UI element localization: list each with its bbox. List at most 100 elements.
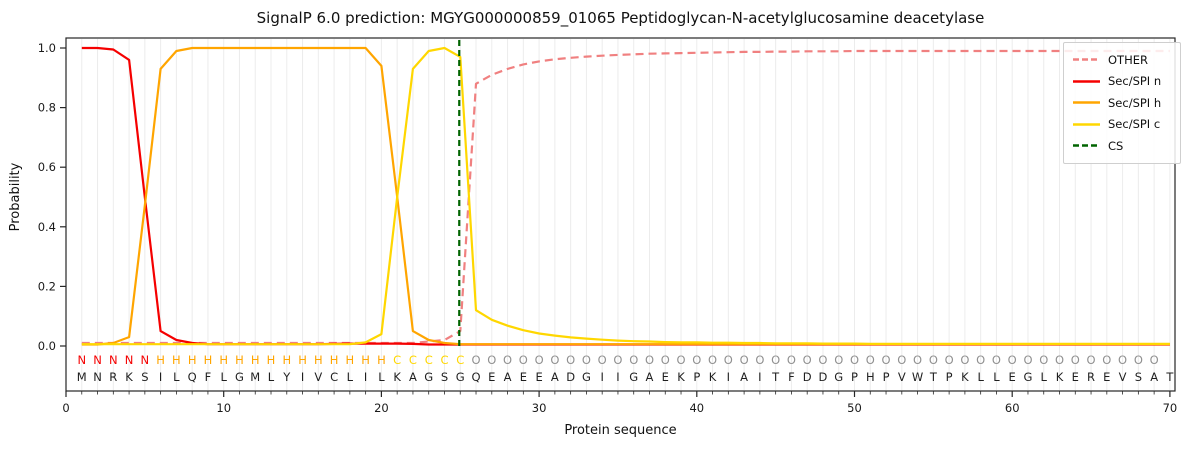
series-sec-spi-n xyxy=(81,46,1170,346)
sec-spi-c-line-icon xyxy=(1073,122,1100,126)
residue-letter: I xyxy=(727,370,730,384)
region-label: O xyxy=(1055,353,1064,367)
x-axis-label: Protein sequence xyxy=(564,423,677,438)
residue-letter: A xyxy=(551,370,559,384)
residue-letter: P xyxy=(883,370,890,384)
residue-letter: L xyxy=(1041,370,1048,384)
residue-letter: L xyxy=(173,370,180,384)
residue-letter: K xyxy=(125,370,133,384)
residue-letter: E xyxy=(1103,370,1110,384)
region-label: O xyxy=(803,353,812,367)
region-label: N xyxy=(109,353,118,367)
x-tick-label: 40 xyxy=(689,401,704,415)
residue-letter: K xyxy=(393,370,401,384)
region-label: C xyxy=(425,353,433,367)
residue-letter: Y xyxy=(282,370,291,384)
series-sec-spi-h xyxy=(81,46,1170,346)
region-label: O xyxy=(1087,353,1096,367)
region-label: C xyxy=(409,353,417,367)
residue-letter: I xyxy=(758,370,761,384)
residue-letter: V xyxy=(898,370,906,384)
region-label: O xyxy=(882,353,891,367)
residue-letter: I xyxy=(159,370,162,384)
y-tick-label: 0.6 xyxy=(38,160,56,174)
region-label: N xyxy=(141,353,150,367)
region-label: O xyxy=(613,353,622,367)
region-label: O xyxy=(629,353,638,367)
region-label: O xyxy=(692,353,701,367)
region-label: O xyxy=(503,353,512,367)
x-tick-label: 10 xyxy=(216,401,231,415)
x-tick-label: 0 xyxy=(62,401,69,415)
residue-letter: T xyxy=(1165,370,1174,384)
x-tick-label: 20 xyxy=(374,401,389,415)
region-label: O xyxy=(1118,353,1127,367)
residue-letter: D xyxy=(819,370,828,384)
series-other xyxy=(81,49,1170,345)
residue-letter: S xyxy=(1135,370,1142,384)
residue-letter: P xyxy=(946,370,953,384)
residue-letter: H xyxy=(866,370,875,384)
region-label: H xyxy=(377,353,386,367)
region-label: O xyxy=(818,353,827,367)
x-tick-label: 60 xyxy=(1005,401,1020,415)
region-label: O xyxy=(771,353,780,367)
legend-item-sec-spi-n: Sec/SPI n xyxy=(1073,71,1176,93)
residue-letter: E xyxy=(520,370,527,384)
residue-letter: G xyxy=(629,370,638,384)
region-label: O xyxy=(1023,353,1032,367)
residue-letter: G xyxy=(834,370,843,384)
region-label: O xyxy=(755,353,764,367)
y-axis-ticks: 0.0 0.2 0.4 0.6 0.8 1.0 xyxy=(38,41,66,353)
y-tick-label: 0.8 xyxy=(38,101,56,115)
residue-letter: G xyxy=(235,370,244,384)
region-label: O xyxy=(676,353,685,367)
residue-letter: K xyxy=(1056,370,1064,384)
region-label: O xyxy=(471,353,480,367)
region-label: H xyxy=(314,353,323,367)
residue-letter: G xyxy=(456,370,465,384)
residue-letter: S xyxy=(441,370,448,384)
region-label: O xyxy=(708,353,717,367)
axes-box xyxy=(65,37,1176,392)
residue-letter: E xyxy=(488,370,495,384)
residue-letter: I xyxy=(301,370,304,384)
chart-title: SignalP 6.0 prediction: MGYG000000859_01… xyxy=(256,9,985,27)
legend-label-other: OTHER xyxy=(1108,52,1148,67)
x-axis-ticks: 0 10 20 30 40 50 60 70 xyxy=(62,391,1177,415)
region-label: N xyxy=(93,353,102,367)
sec-spi-h-line-icon xyxy=(1073,101,1100,105)
region-label: H xyxy=(204,353,213,367)
residue-letter: R xyxy=(109,370,117,384)
residue-letter: G xyxy=(582,370,591,384)
region-label: H xyxy=(267,353,276,367)
residue-letter: N xyxy=(93,370,102,384)
residue-letter: I xyxy=(616,370,619,384)
residue-letter: E xyxy=(1009,370,1016,384)
legend-label-sec-spi-n: Sec/SPI n xyxy=(1108,74,1162,89)
residue-letter: E xyxy=(1072,370,1079,384)
cs-line-icon xyxy=(1073,144,1100,148)
region-label: O xyxy=(834,353,843,367)
legend-item-other: OTHER xyxy=(1073,49,1176,71)
region-label: C xyxy=(393,353,401,367)
residue-letter: E xyxy=(662,370,669,384)
y-tick-label: 1.0 xyxy=(38,41,56,55)
residue-letter: Q xyxy=(471,370,480,384)
legend-label-sec-spi-h: Sec/SPI h xyxy=(1108,95,1162,110)
residue-letter: M xyxy=(77,370,87,384)
residue-letter: V xyxy=(1119,370,1127,384)
residue-letter: C xyxy=(330,370,338,384)
region-label: H xyxy=(219,353,228,367)
legend-label-sec-spi-c: Sec/SPI c xyxy=(1108,117,1161,132)
residue-letter: D xyxy=(803,370,812,384)
region-label: O xyxy=(535,353,544,367)
residue-letter: I xyxy=(600,370,603,384)
region-label: O xyxy=(1134,353,1143,367)
residue-letter: A xyxy=(504,370,512,384)
gridlines xyxy=(81,39,1171,390)
residue-letter: F xyxy=(205,370,212,384)
